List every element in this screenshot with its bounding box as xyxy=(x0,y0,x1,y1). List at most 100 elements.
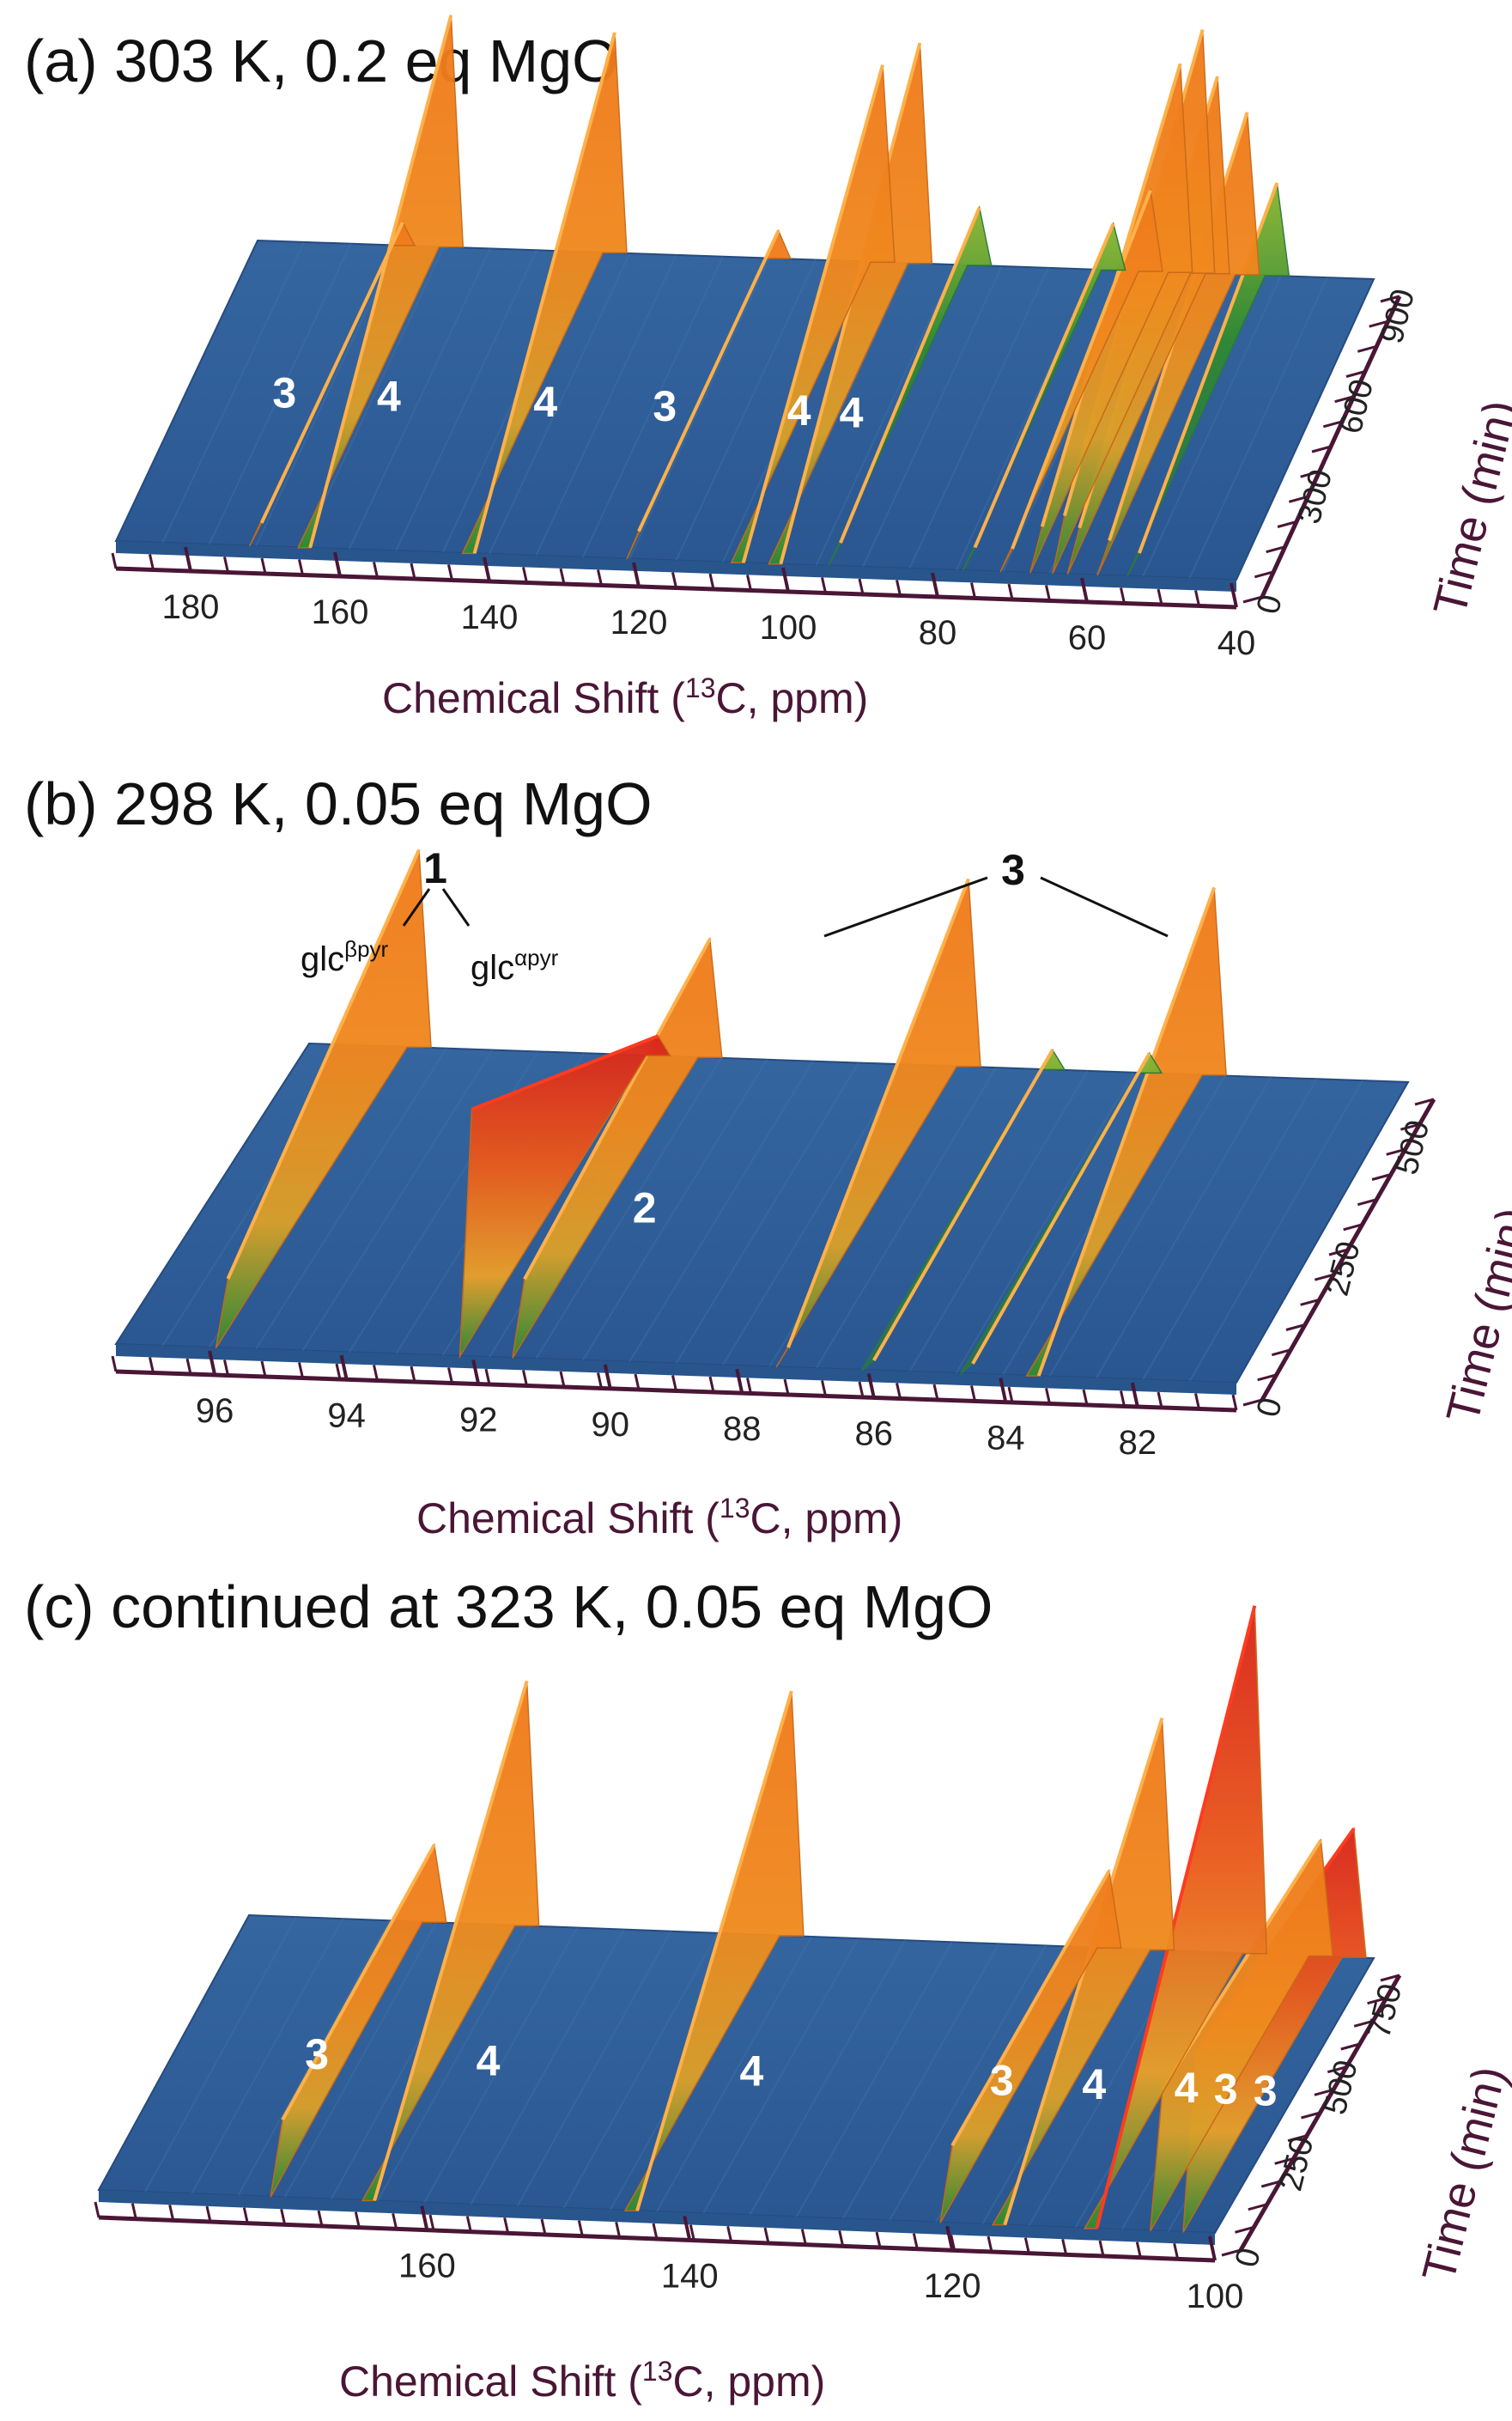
spectral-peak xyxy=(270,1842,447,2198)
baseline-ridge xyxy=(562,1932,719,2209)
time-tick-label: 0 xyxy=(1250,1395,1290,1421)
x-minor-tick xyxy=(875,2231,882,2248)
x-major-tick xyxy=(683,2216,692,2241)
x-major-tick xyxy=(945,2225,955,2251)
panel-b-plot: 2 96 94 92 90 88 86 84 82 0 250 500 xyxy=(111,849,1436,1462)
x-major-tick xyxy=(1130,1382,1139,1408)
x-minor-tick xyxy=(1023,2237,1030,2254)
peak-ridge xyxy=(635,1690,793,2211)
peak-ridge xyxy=(472,32,616,554)
peak-ridge xyxy=(1011,189,1152,550)
baseline-ridge xyxy=(1096,1076,1272,1378)
peak-ridge xyxy=(950,1870,1111,2147)
time-minor-tick xyxy=(1353,2019,1374,2028)
baseline-ridge xyxy=(722,1063,906,1366)
x-tick-label: 82 xyxy=(1119,1424,1157,1462)
x-minor-tick xyxy=(559,1371,566,1388)
x-minor-tick xyxy=(559,568,566,585)
x-minor-tick xyxy=(1007,1386,1014,1403)
x-minor-tick xyxy=(950,2235,956,2251)
x-minor-tick xyxy=(858,1381,865,1398)
baseline-ridge xyxy=(795,1941,953,2217)
peak-ridge xyxy=(973,222,1115,549)
x-minor-tick xyxy=(242,2207,249,2223)
x-minor-tick xyxy=(597,1372,603,1389)
time-minor-tick xyxy=(1242,595,1263,604)
x-major-tick xyxy=(781,567,790,593)
x-minor-tick xyxy=(149,554,155,570)
x-minor-tick xyxy=(783,1378,790,1396)
time-minor-tick xyxy=(1266,545,1286,554)
peak-label: 4 xyxy=(477,2037,501,2085)
x-major-tick xyxy=(339,1354,349,1380)
x-minor-tick xyxy=(410,563,416,580)
x-minor-tick xyxy=(1194,1393,1200,1409)
peak-ridge xyxy=(308,15,453,549)
time-tick-label: 500 xyxy=(1388,1116,1436,1178)
x-minor-tick xyxy=(1098,2240,1105,2257)
panel-a-xlabel: Chemical Shift (13C, ppm) xyxy=(382,672,868,722)
x-minor-tick xyxy=(821,577,827,593)
panel-b-xlabel: Chemical Shift (13C, ppm) xyxy=(416,1493,902,1542)
panel-c-xlabel: Chemical Shift (13C, ppm) xyxy=(339,2356,825,2406)
x-minor-tick xyxy=(708,1376,715,1393)
annotation-1-lines xyxy=(402,888,471,927)
baseline-ridge xyxy=(815,264,956,566)
x-minor-tick xyxy=(746,1378,752,1394)
baseline-ridge xyxy=(283,1921,438,2198)
x-tick-label: 88 xyxy=(723,1410,762,1448)
x-major-tick xyxy=(184,546,192,572)
x-major-tick xyxy=(483,557,491,582)
x-minor-tick xyxy=(131,2203,137,2219)
x-tick-label: 94 xyxy=(327,1396,366,1434)
time-minor-tick xyxy=(1300,470,1321,478)
x-minor-tick xyxy=(763,2227,770,2244)
peak-label: 3 xyxy=(305,2030,329,2078)
baseline-ridge xyxy=(255,1048,447,1350)
time-minor-tick xyxy=(1328,1248,1349,1256)
x-minor-tick xyxy=(503,2217,510,2234)
x-major-tick xyxy=(735,1368,744,1394)
peak-label: 4 xyxy=(1175,2064,1199,2112)
baseline-ridge xyxy=(301,246,445,548)
x-minor-tick xyxy=(1120,1390,1126,1407)
x-major-tick xyxy=(1230,582,1238,608)
time-minor-tick xyxy=(1301,2111,1321,2120)
baseline-ridge xyxy=(348,247,491,550)
x-minor-tick xyxy=(821,1380,827,1396)
x-major-tick xyxy=(603,1364,612,1390)
baseline-ridge xyxy=(908,1070,1089,1372)
x-minor-tick xyxy=(298,559,304,575)
spectral-peak xyxy=(775,879,981,1368)
peak-label: 4 xyxy=(787,386,811,435)
time-tick-label: 750 xyxy=(1361,1980,1409,2042)
x-minor-tick xyxy=(447,564,453,581)
baseline-ridge xyxy=(1142,275,1282,577)
time-tick-label: 250 xyxy=(1272,2133,1321,2195)
x-major-tick xyxy=(632,562,641,587)
x-minor-tick xyxy=(392,2213,398,2229)
time-tick-label: 900 xyxy=(1374,285,1422,347)
baseline-ridge xyxy=(581,256,724,558)
time-minor-tick xyxy=(1357,1198,1377,1207)
peak-label: 3 xyxy=(990,2057,1014,2105)
time-minor-tick xyxy=(1221,2248,1242,2257)
x-minor-tick xyxy=(540,2218,547,2235)
x-minor-tick xyxy=(298,1362,304,1378)
peak-ridge xyxy=(226,849,421,1280)
time-minor-tick xyxy=(1380,1974,1400,1982)
x-tick-label: 180 xyxy=(162,588,220,626)
x-minor-tick xyxy=(1194,590,1200,606)
baseline-ridge xyxy=(423,1927,578,2204)
x-tick-label: 140 xyxy=(461,599,519,636)
x-minor-tick xyxy=(522,567,528,583)
x-minor-tick xyxy=(838,2230,845,2247)
baseline-ridge xyxy=(656,1936,812,2212)
x-tick-label: 90 xyxy=(591,1406,629,1444)
baseline-ridge xyxy=(237,1919,391,2196)
x-minor-tick xyxy=(970,1385,976,1402)
base-plane-edge xyxy=(116,1344,1236,1395)
